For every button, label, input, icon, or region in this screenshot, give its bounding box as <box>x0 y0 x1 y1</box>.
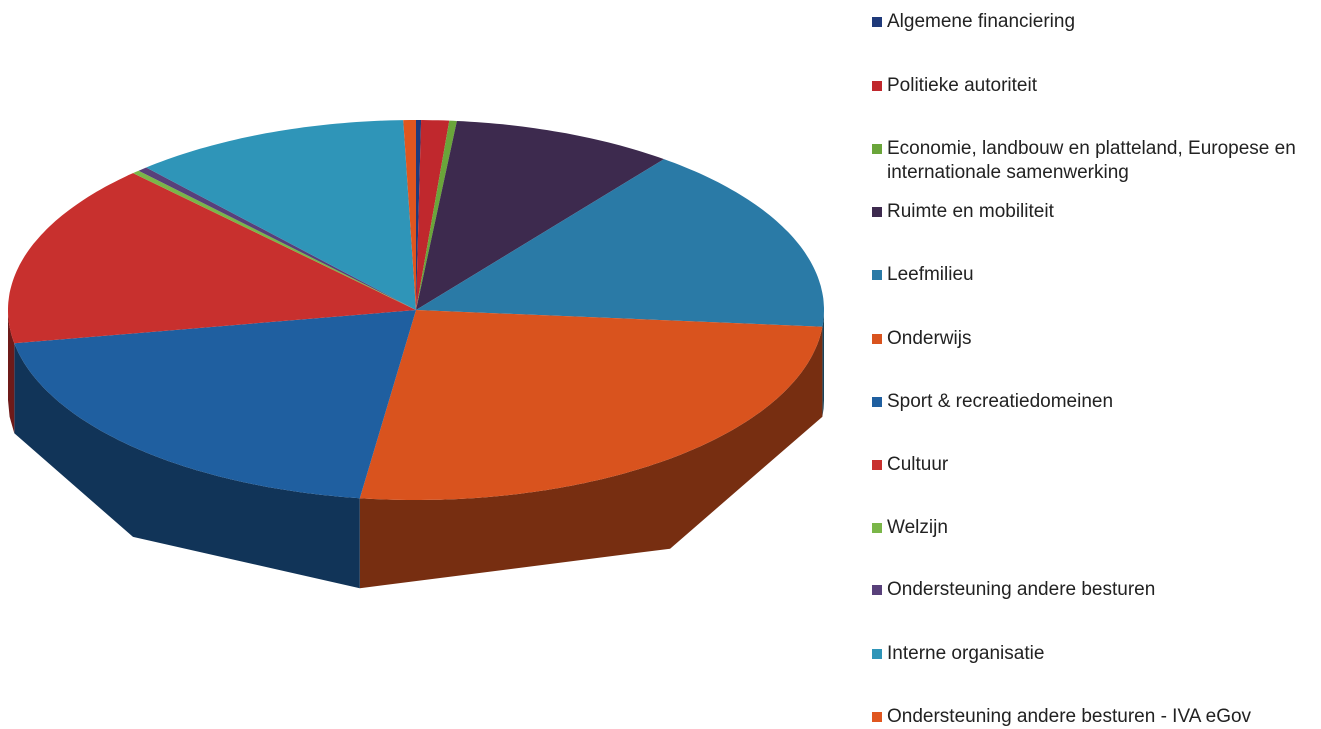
legend-swatch <box>872 144 882 154</box>
legend-swatch <box>872 460 882 470</box>
slice <box>359 310 823 500</box>
legend-item: Sport & recreatiedomeinen <box>872 390 1113 414</box>
legend-item: Ondersteuning andere besturen <box>872 578 1155 602</box>
slice <box>403 120 416 310</box>
legend-label: Economie, landbouw en platteland, Europe… <box>887 138 1296 183</box>
slice <box>8 173 416 344</box>
slice <box>416 120 450 310</box>
legend-swatch <box>872 523 882 533</box>
legend-item: Ondersteuning andere besturen - IVA eGov <box>872 705 1251 729</box>
legend-swatch <box>872 270 882 280</box>
legend-label: Politieke autoriteit <box>887 75 1037 96</box>
legend-swatch <box>872 585 882 595</box>
legend-swatch <box>872 397 882 407</box>
legend-label: Ruimte en mobiliteit <box>887 201 1054 222</box>
legend-label: Algemene financiering <box>887 11 1076 32</box>
legend-label: Cultuur <box>887 454 949 475</box>
legend-swatch <box>872 207 882 217</box>
slice <box>416 120 457 310</box>
slice <box>416 159 824 327</box>
legend-label: Interne organisatie <box>887 643 1045 664</box>
slice-side <box>14 343 360 589</box>
legend-label: Leefmilieu <box>887 264 974 285</box>
slice-side <box>8 310 15 434</box>
legend-swatch <box>872 712 882 722</box>
slice <box>14 310 417 499</box>
slice <box>138 167 416 310</box>
legend-item: Onderwijs <box>872 327 971 351</box>
slice <box>133 170 416 310</box>
legend-label: Ondersteuning andere besturen - IVA eGov <box>887 706 1252 727</box>
legend-swatch <box>872 649 882 659</box>
slice-side <box>822 310 824 417</box>
slice <box>416 121 664 310</box>
legend-label: Sport & recreatiedomeinen <box>887 391 1114 412</box>
legend-swatch <box>872 81 882 91</box>
legend-item: Ruimte en mobiliteit <box>872 200 1054 224</box>
legend-item: Politieke autoriteit <box>872 74 1037 98</box>
legend-swatch <box>872 17 882 27</box>
legend-label: Welzijn <box>887 517 948 538</box>
legend-item: Algemene financiering <box>872 10 1075 34</box>
chart <box>8 120 824 589</box>
slice-side <box>359 326 823 589</box>
slice <box>146 120 416 310</box>
legend-item: Leefmilieu <box>872 263 974 287</box>
slice <box>416 120 422 310</box>
legend-label: Ondersteuning andere besturen <box>887 579 1156 600</box>
legend-item: Economie, landbouw en platteland, Europe… <box>872 137 1317 185</box>
legend-label: Onderwijs <box>887 328 972 349</box>
legend-item: Cultuur <box>872 453 948 477</box>
legend-item: Interne organisatie <box>872 642 1044 666</box>
legend-item: Welzijn <box>872 516 948 540</box>
legend-swatch <box>872 334 882 344</box>
